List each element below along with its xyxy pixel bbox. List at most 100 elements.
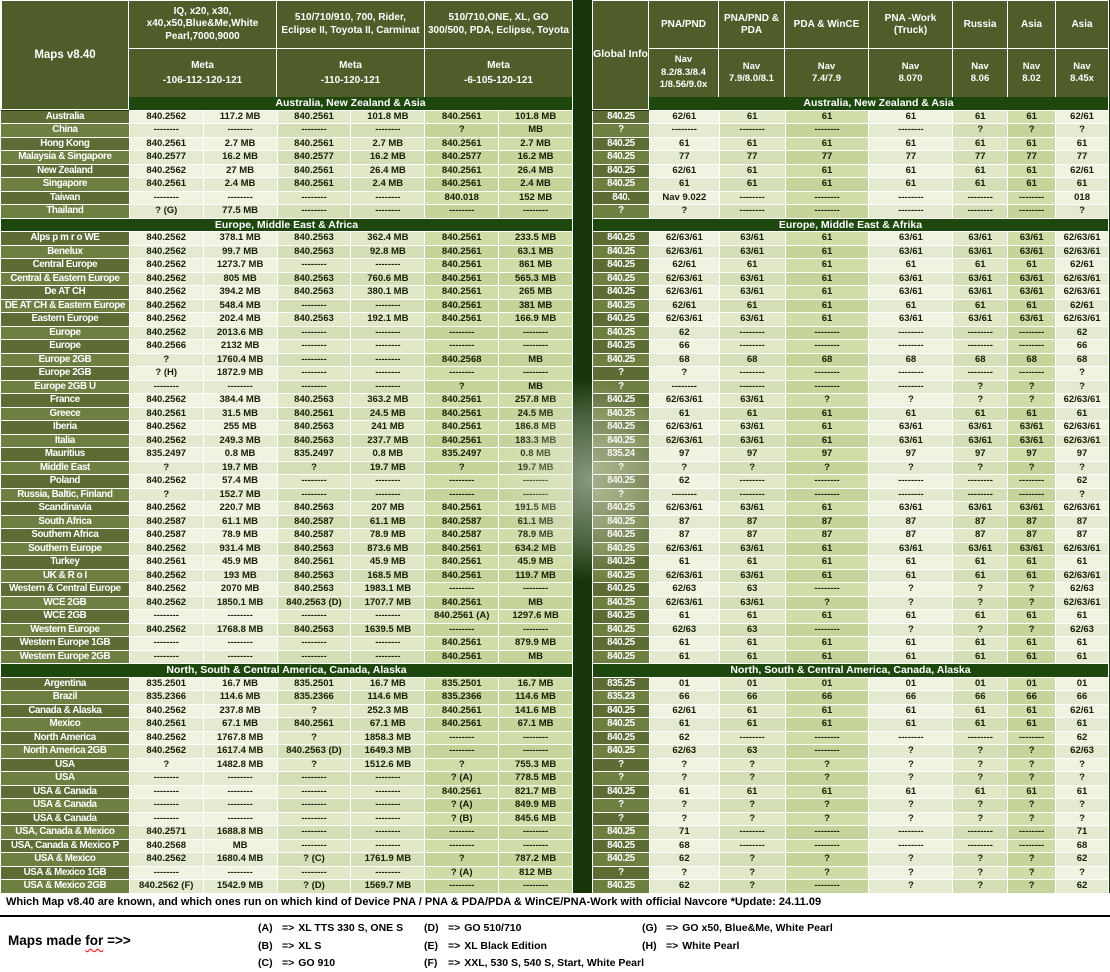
data-cell[interactable]: 66: [649, 340, 720, 354]
data-cell[interactable]: 27 MB: [203, 164, 278, 178]
data-cell[interactable]: --------: [1008, 475, 1057, 489]
data-cell[interactable]: 61: [1008, 299, 1057, 313]
data-cell[interactable]: 61: [719, 610, 786, 624]
data-cell[interactable]: 840.2562: [129, 502, 204, 516]
global-info-cell[interactable]: 840.25: [593, 394, 650, 408]
data-cell[interactable]: 63/61: [719, 569, 786, 583]
data-cell[interactable]: 87: [1008, 529, 1057, 543]
nav-column-header[interactable]: PNA -Work (Truck) Nav 8.070: [869, 0, 953, 97]
data-cell[interactable]: 840.2561: [425, 569, 500, 583]
data-cell[interactable]: ?: [953, 394, 1009, 408]
data-cell[interactable]: 62/63/61: [649, 569, 720, 583]
data-cell[interactable]: 66: [1056, 691, 1109, 705]
data-cell[interactable]: ?: [277, 731, 352, 745]
data-cell[interactable]: 71: [1056, 826, 1109, 840]
data-cell[interactable]: 63/61: [719, 232, 786, 246]
data-cell[interactable]: 01: [953, 677, 1009, 691]
data-cell[interactable]: --------: [351, 799, 426, 813]
data-cell[interactable]: 63/61: [719, 245, 786, 259]
data-cell[interactable]: 61: [719, 650, 786, 664]
data-cell[interactable]: --------: [425, 839, 500, 853]
data-cell[interactable]: --------: [499, 583, 574, 597]
global-info-cell[interactable]: 835.23: [593, 691, 650, 705]
data-cell[interactable]: ?: [129, 488, 204, 502]
data-cell[interactable]: 186.8 MB: [499, 421, 574, 435]
data-cell[interactable]: 66: [953, 691, 1009, 705]
data-cell[interactable]: 840.2562: [129, 542, 204, 556]
data-cell[interactable]: 61: [953, 299, 1009, 313]
global-info-cell[interactable]: 840.: [593, 191, 650, 205]
data-cell[interactable]: --------: [351, 259, 426, 273]
data-cell[interactable]: ?: [953, 812, 1009, 826]
data-cell[interactable]: 840.2562: [129, 394, 204, 408]
global-info-cell[interactable]: 840.25: [593, 745, 650, 759]
data-cell[interactable]: 62: [649, 326, 720, 340]
data-cell[interactable]: --------: [425, 340, 500, 354]
data-cell[interactable]: --------: [203, 866, 278, 880]
data-cell[interactable]: --------: [203, 772, 278, 786]
data-cell[interactable]: 61: [785, 313, 870, 327]
data-cell[interactable]: 62: [1056, 880, 1109, 894]
data-cell[interactable]: --------: [277, 488, 352, 502]
nav-column-header[interactable]: Russia Nav 8.06: [953, 0, 1008, 97]
row-label-cell[interactable]: WCE 2GB: [1, 610, 130, 624]
data-cell[interactable]: 835.2501: [425, 677, 500, 691]
global-info-cell[interactable]: ?: [593, 799, 650, 813]
data-cell[interactable]: 2132 MB: [203, 340, 278, 354]
data-cell[interactable]: 384.4 MB: [203, 394, 278, 408]
nav-column-header[interactable]: PNA/PND Nav 8.2/8.3/8.4 1/8.56/9.0x: [649, 0, 719, 97]
row-label-cell[interactable]: China: [1, 124, 130, 138]
row-label-cell[interactable]: Iberia: [1, 421, 130, 435]
global-info-cell[interactable]: 840.25: [593, 286, 650, 300]
data-cell[interactable]: 68: [649, 839, 720, 853]
data-cell[interactable]: 24.5 MB: [351, 407, 426, 421]
data-cell[interactable]: 61: [869, 110, 954, 124]
data-cell[interactable]: --------: [277, 124, 352, 138]
data-cell[interactable]: 61: [785, 259, 870, 273]
data-cell[interactable]: 63/61: [719, 421, 786, 435]
row-label-cell[interactable]: Russia, Baltic, Finland: [1, 488, 130, 502]
data-cell[interactable]: 61: [785, 542, 870, 556]
data-cell[interactable]: 68: [785, 353, 870, 367]
data-cell[interactable]: 362.4 MB: [351, 232, 426, 246]
data-cell[interactable]: 61: [953, 569, 1009, 583]
data-cell[interactable]: ?: [649, 205, 720, 219]
data-cell[interactable]: 1760.4 MB: [203, 353, 278, 367]
data-cell[interactable]: 840.2562: [129, 326, 204, 340]
data-cell[interactable]: --------: [785, 475, 870, 489]
data-cell[interactable]: 840.2563: [277, 421, 352, 435]
row-label-cell[interactable]: USA, Canada & Mexico: [1, 826, 130, 840]
data-cell[interactable]: 31.5 MB: [203, 407, 278, 421]
data-cell[interactable]: 61: [785, 137, 870, 151]
global-info-cell[interactable]: 840.25: [593, 637, 650, 651]
data-cell[interactable]: 840.2562: [129, 475, 204, 489]
data-cell[interactable]: 62/63/61: [1056, 434, 1109, 448]
data-cell[interactable]: 840.2561: [425, 502, 500, 516]
data-cell[interactable]: 840.2561: [425, 245, 500, 259]
data-cell[interactable]: 62/63: [649, 583, 720, 597]
data-cell[interactable]: 805 MB: [203, 272, 278, 286]
data-cell[interactable]: 2.7 MB: [203, 137, 278, 151]
data-cell[interactable]: ?: [1008, 461, 1057, 475]
data-cell[interactable]: 840.2587: [425, 515, 500, 529]
data-cell[interactable]: 97: [1008, 448, 1057, 462]
data-cell[interactable]: --------: [785, 583, 870, 597]
data-cell[interactable]: ?: [785, 866, 870, 880]
data-cell[interactable]: ?: [785, 461, 870, 475]
device-group-header-1[interactable]: IQ, x20, x30, x40,x50,Blue&Me,White Pear…: [129, 0, 277, 97]
data-cell[interactable]: ?: [649, 461, 720, 475]
data-cell[interactable]: ?: [1008, 853, 1057, 867]
data-cell[interactable]: --------: [499, 731, 574, 745]
row-label-cell[interactable]: Alps p m r o WE: [1, 232, 130, 246]
data-cell[interactable]: ?: [649, 772, 720, 786]
data-cell[interactable]: 61: [785, 718, 870, 732]
data-cell[interactable]: --------: [785, 205, 870, 219]
data-cell[interactable]: 62/63: [649, 623, 720, 637]
data-cell[interactable]: 61: [1008, 556, 1057, 570]
data-cell[interactable]: 61: [869, 178, 954, 192]
data-cell[interactable]: 87: [953, 515, 1009, 529]
data-cell[interactable]: 63/61: [1008, 542, 1057, 556]
data-cell[interactable]: --------: [203, 610, 278, 624]
data-cell[interactable]: 840.2561: [277, 110, 352, 124]
global-info-cell[interactable]: ?: [593, 812, 650, 826]
